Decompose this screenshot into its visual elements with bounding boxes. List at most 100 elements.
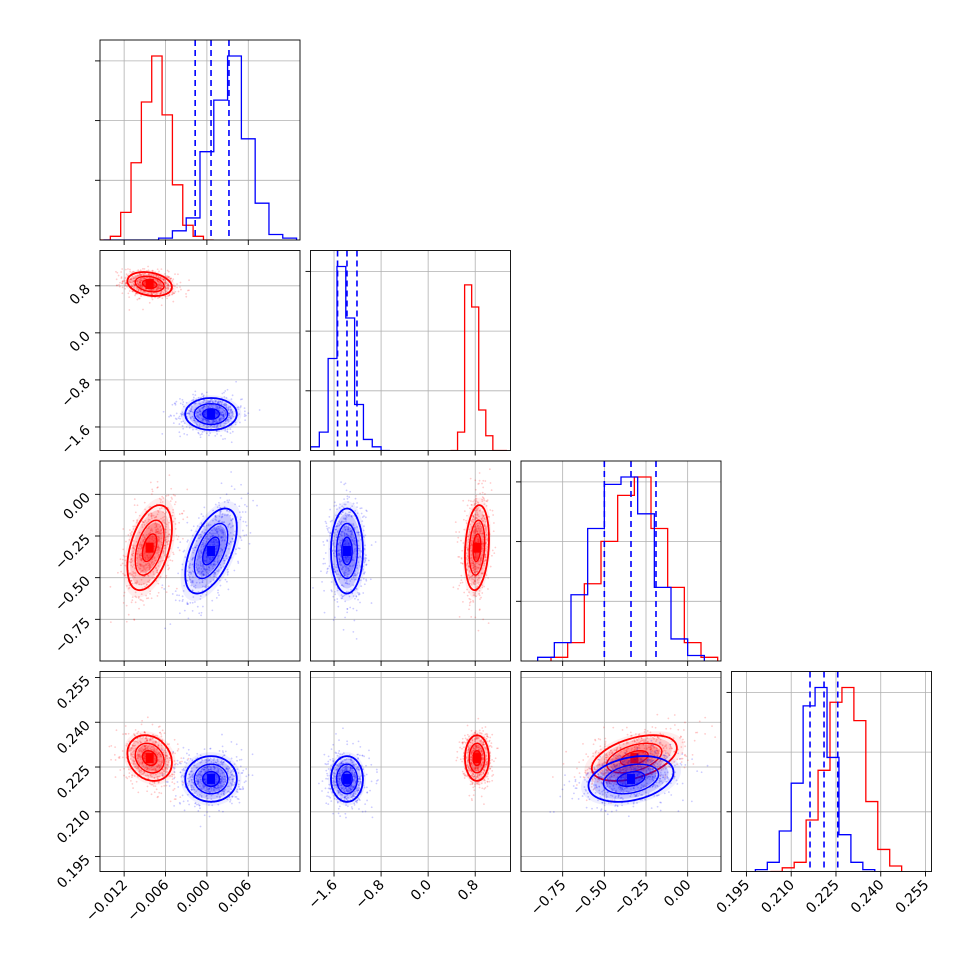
sample-point [160, 747, 163, 750]
sample-point [351, 505, 354, 508]
sample-point [364, 544, 366, 547]
sample-point [146, 751, 149, 754]
sample-point [478, 576, 481, 579]
sample-point [132, 753, 135, 756]
sample-point [483, 523, 486, 526]
sample-point [154, 559, 157, 562]
sample-point [202, 395, 205, 398]
sample-point [347, 535, 350, 537]
sample-point [219, 417, 222, 420]
sample-point [242, 787, 245, 790]
sample-point [221, 411, 224, 414]
sample-point [345, 560, 348, 563]
sample-point [138, 281, 141, 284]
sample-point [200, 550, 203, 553]
sample-point [202, 785, 205, 788]
sample-point [365, 579, 368, 582]
sample-point [345, 514, 347, 517]
sample-point [188, 780, 190, 783]
sample-point [157, 535, 160, 538]
sample-point [188, 571, 191, 574]
sample-point [200, 571, 203, 574]
sample-point [170, 487, 173, 490]
sample-point [216, 424, 219, 427]
sample-point [197, 517, 200, 519]
sample-point [335, 566, 337, 569]
sample-point [200, 570, 203, 573]
sample-point [221, 407, 224, 410]
sample-point [483, 503, 486, 506]
sample-point [182, 781, 185, 784]
sample-point [158, 507, 161, 510]
sample-point [229, 428, 232, 431]
sample-point [165, 576, 167, 579]
sample-point [173, 503, 176, 506]
sample-point [132, 756, 135, 758]
sample-point [214, 539, 217, 542]
sample-point [191, 581, 194, 584]
sample-point [238, 547, 241, 550]
sample-point [228, 522, 231, 525]
sample-point [363, 525, 365, 528]
sample-point [240, 483, 242, 486]
sample-point [155, 766, 158, 768]
sample-point [483, 564, 485, 567]
sample-point [139, 758, 142, 760]
sample-point [476, 557, 478, 560]
sample-point [200, 513, 203, 515]
sample-point [219, 796, 221, 799]
sample-point [142, 539, 145, 541]
sample-point [151, 490, 154, 493]
sample-point [139, 269, 142, 272]
sample-point [138, 281, 141, 284]
sample-point [230, 741, 233, 743]
sample-point [147, 269, 150, 272]
sample-point [162, 775, 165, 778]
sample-point [484, 480, 487, 482]
sample-point [131, 747, 134, 750]
sample-point [199, 413, 202, 415]
sample-point [487, 588, 489, 590]
sample-point [148, 273, 150, 276]
sample-point [188, 289, 190, 292]
sample-point [207, 538, 210, 541]
sample-point [175, 418, 178, 421]
sample-point [172, 493, 175, 496]
sample-point [221, 539, 224, 541]
sample-point [158, 283, 161, 286]
sample-point [192, 580, 194, 582]
sample-point [135, 582, 138, 585]
sample-point [335, 525, 338, 528]
sample-point [364, 534, 367, 537]
sample-point [200, 568, 203, 570]
sample-point [154, 757, 157, 760]
sample-point [132, 280, 135, 282]
sample-point [355, 609, 358, 612]
sample-point [162, 292, 165, 294]
sample-point [162, 777, 165, 780]
sample-point [483, 517, 486, 519]
sample-point [150, 292, 153, 295]
sample-point [195, 530, 198, 533]
sample-point [147, 272, 150, 275]
sample-point [229, 410, 232, 413]
sample-point [481, 557, 484, 559]
sample-point [474, 518, 477, 521]
sample-point [215, 411, 218, 414]
sample-point [138, 278, 141, 281]
sample-point [342, 595, 345, 598]
sample-point [137, 766, 140, 769]
sample-point [154, 516, 157, 519]
sample-point [346, 539, 349, 542]
sample-point [167, 288, 170, 290]
sample-point [472, 599, 474, 602]
sample-point [474, 532, 476, 535]
sample-point [207, 405, 209, 408]
sample-point [194, 802, 197, 805]
sample-point [158, 284, 161, 287]
sample-point [209, 557, 211, 560]
sample-point [222, 413, 225, 416]
sample-point [131, 582, 134, 585]
sample-point [149, 737, 152, 740]
sample-point [159, 284, 162, 287]
